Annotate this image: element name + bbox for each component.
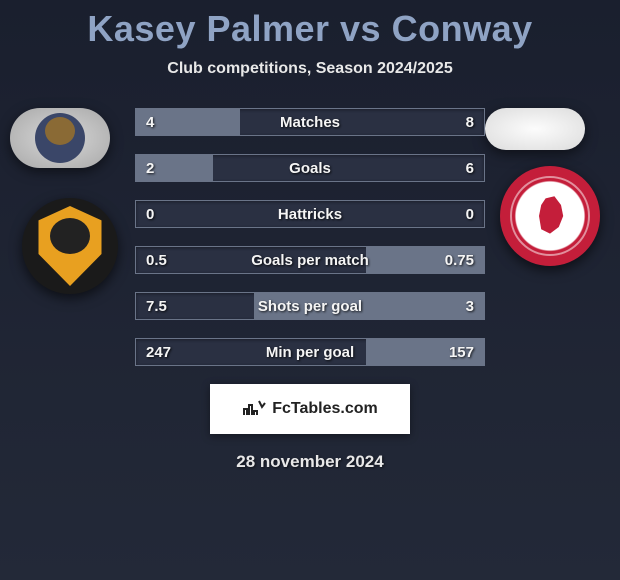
stat-value-right: 8 xyxy=(466,109,474,135)
stat-row-shots-per-goal: 7.5 Shots per goal 3 xyxy=(135,292,485,320)
stat-value-right: 0.75 xyxy=(445,247,474,273)
stat-value-right: 0 xyxy=(466,201,474,227)
player-right-avatar xyxy=(485,108,585,150)
stat-label: Hattricks xyxy=(136,201,484,227)
date-label: 28 november 2024 xyxy=(0,452,620,472)
stat-row-hattricks: 0 Hattricks 0 xyxy=(135,200,485,228)
player-left-avatar xyxy=(10,108,110,168)
attribution-text: FcTables.com xyxy=(272,400,378,418)
stat-value-right: 157 xyxy=(449,339,474,365)
attribution-badge: FcTables.com xyxy=(210,384,410,434)
club-left-crest xyxy=(22,198,118,294)
stat-row-matches: 4 Matches 8 xyxy=(135,108,485,136)
stat-label: Matches xyxy=(136,109,484,135)
stat-row-goals: 2 Goals 6 xyxy=(135,154,485,182)
stat-value-right: 3 xyxy=(466,293,474,319)
stat-label: Goals per match xyxy=(136,247,484,273)
club-right-crest xyxy=(500,166,600,266)
lion-icon xyxy=(528,194,572,238)
page-title: Kasey Palmer vs Conway xyxy=(0,0,620,50)
stat-bars: 4 Matches 8 2 Goals 6 0 Hattricks 0 0.5 … xyxy=(135,108,485,366)
stat-value-right: 6 xyxy=(466,155,474,181)
page-subtitle: Club competitions, Season 2024/2025 xyxy=(0,60,620,78)
stat-row-goals-per-match: 0.5 Goals per match 0.75 xyxy=(135,246,485,274)
stat-label: Shots per goal xyxy=(136,293,484,319)
chart-icon xyxy=(242,399,266,420)
stat-label: Min per goal xyxy=(136,339,484,365)
shield-icon xyxy=(35,206,105,286)
stat-row-min-per-goal: 247 Min per goal 157 xyxy=(135,338,485,366)
stat-label: Goals xyxy=(136,155,484,181)
comparison-panel: 4 Matches 8 2 Goals 6 0 Hattricks 0 0.5 … xyxy=(0,108,620,472)
